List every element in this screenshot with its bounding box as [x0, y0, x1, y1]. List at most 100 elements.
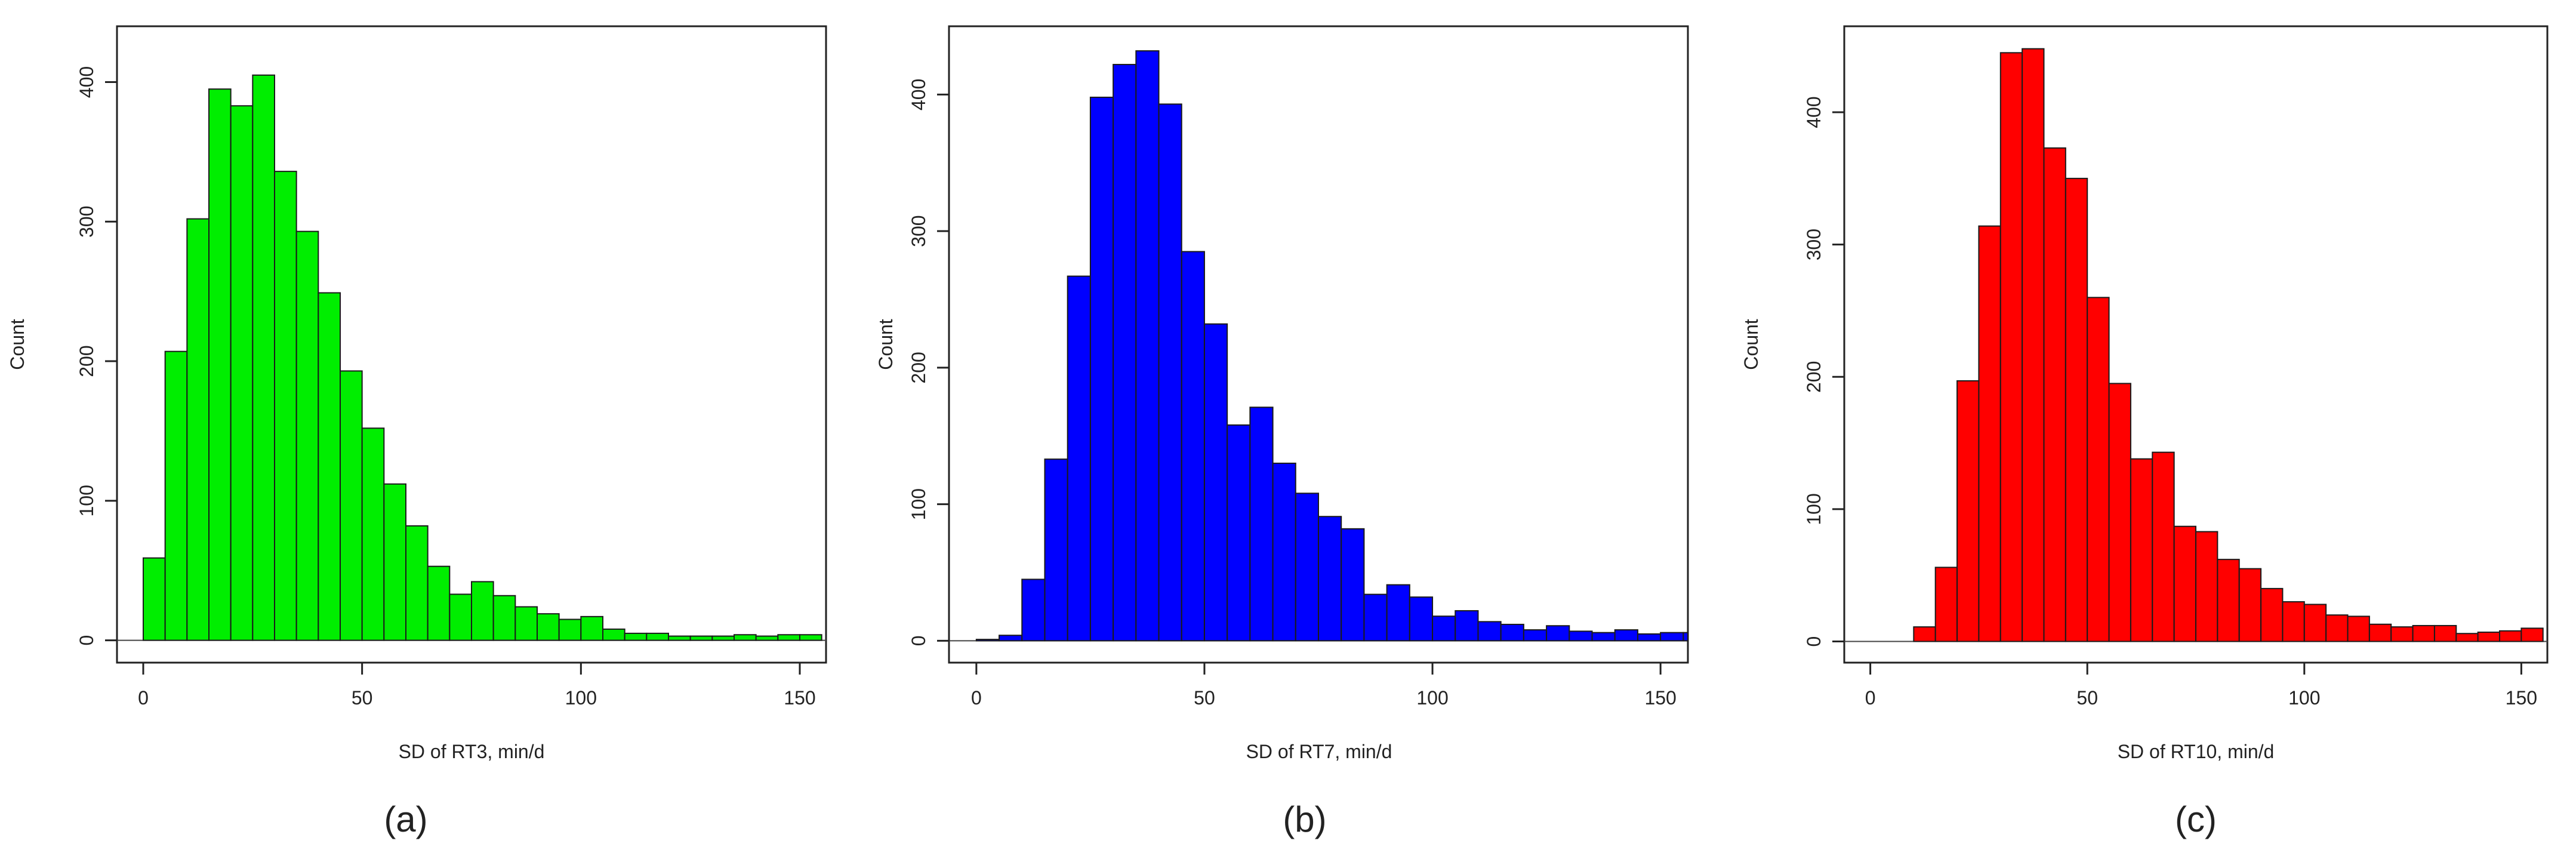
panel-b-bar — [1021, 578, 1046, 642]
panel-c-y-tick-label: 0 — [1803, 636, 1825, 647]
panel-c-bar — [2217, 559, 2240, 642]
panel-a-bar — [755, 635, 779, 641]
panel-b-bar — [1523, 629, 1548, 642]
panel-a-bar — [668, 635, 691, 641]
panel-a-x-tick-label: 50 — [352, 687, 373, 709]
panel-a-bar — [624, 632, 648, 641]
panel-b-bar — [1203, 323, 1228, 642]
panel-b-x-axis-label: SD of RT7, min/d — [1246, 741, 1392, 762]
panel-a-y-tick-label: 200 — [76, 345, 97, 377]
panel-c-x-tick-label: 100 — [2288, 687, 2320, 709]
panel-b-y-tick-label: 100 — [908, 488, 929, 520]
panel-a-bar — [340, 370, 363, 641]
panel-c-x-tick-label: 150 — [2506, 687, 2537, 709]
panel-c-bar — [2065, 177, 2088, 642]
panel-c-bar — [2195, 531, 2218, 642]
panel-b-bar — [1363, 593, 1388, 642]
panel-a-x-tick-label: 100 — [565, 687, 597, 709]
panel-c-bar — [2520, 627, 2544, 642]
panel-b-y-tick-label: 400 — [908, 79, 929, 110]
panel-a-bar — [689, 635, 713, 641]
panel-c-bar — [2130, 458, 2153, 642]
panel-a-y-tick-label: 0 — [76, 635, 97, 646]
panel-b-y-axis-label: Count — [875, 319, 896, 370]
panel-a-bar — [295, 230, 319, 641]
panel-c-bar — [2260, 587, 2284, 642]
panel-a-bar — [252, 74, 276, 641]
panel-b-bar — [1591, 632, 1616, 642]
panel-a-x-axis-label: SD of RT3, min/d — [399, 741, 545, 762]
panel-c-y-axis: 0 100 200 300 400 — [1803, 96, 1845, 647]
panel-a-bar — [492, 595, 516, 641]
panel-a-bar — [274, 171, 297, 641]
panel-a: 0 50 100 150 0 100 200 300 400 Count SD of RT3,… — [7, 25, 827, 839]
panel-a-bar — [558, 618, 582, 641]
panel-a-bar — [646, 632, 670, 641]
panel-b-x-tick-label: 0 — [971, 687, 982, 709]
panel-a-bar — [799, 634, 822, 641]
panel-c-bars — [1844, 48, 2547, 642]
panel-a-bar — [361, 427, 385, 641]
panel-a-bar — [318, 292, 341, 641]
panel-a-y-tick-label: 400 — [76, 66, 97, 98]
panel-a-x-tick-label: 0 — [138, 687, 149, 709]
panel-b-y-tick-label: 200 — [908, 352, 929, 383]
panel-b-bar — [1135, 50, 1160, 642]
panel-c-bar — [1999, 52, 2023, 642]
panel-b-bar — [1546, 625, 1570, 642]
panel-b-bar — [1500, 623, 1524, 642]
panel-b-bar — [1432, 615, 1456, 642]
panel-c-bar — [2347, 615, 2370, 642]
panel-c-bar — [2173, 525, 2197, 642]
panel-b-bar — [1455, 610, 1479, 642]
panel-c-bar — [1956, 380, 1980, 642]
panel-a-bar — [405, 525, 429, 641]
panel-c-x-axis: 0 50 100 150 — [1865, 661, 2537, 709]
panel-c-bar — [2043, 147, 2066, 642]
panel-a-bar — [208, 88, 232, 641]
panel-b-bar — [1477, 621, 1502, 642]
panel-b-bar — [1158, 103, 1182, 642]
panel-a-bar — [537, 613, 560, 641]
panel-b-x-tick-label: 50 — [1194, 687, 1215, 709]
panel-b-bar — [1089, 96, 1114, 642]
panel-b-bar — [1409, 596, 1434, 642]
panel-c-x-axis-label: SD of RT10, min/d — [2118, 741, 2275, 762]
panel-a-bar — [230, 105, 254, 641]
panel-c-bar — [2368, 623, 2392, 642]
panel-c-x-tick-label: 50 — [2076, 687, 2098, 709]
panel-c-bar — [2238, 568, 2262, 642]
panel-c-bar — [2412, 624, 2435, 642]
panel-a-x-axis: 0 50 100 150 — [138, 661, 816, 709]
panel-b-x-tick-label: 100 — [1416, 687, 1448, 709]
panel-b-bar — [1660, 632, 1684, 642]
panel-a-bar — [602, 628, 625, 641]
panel-a-bar — [186, 218, 210, 641]
panel-a-y-axis: 0 100 200 300 400 — [76, 66, 118, 646]
panel-a-y-tick-label: 300 — [76, 206, 97, 238]
panel-b-bar — [1637, 633, 1662, 642]
panel-a-bar — [514, 606, 538, 641]
panel-c-bar — [2087, 297, 2110, 642]
panel-b-bar — [1067, 275, 1091, 642]
panel-a-caption: (a) — [384, 799, 427, 839]
panel-b-bar — [1318, 516, 1342, 642]
panel-c-bar — [2325, 614, 2349, 642]
panel-b: 0 50 100 150 0 100 200 300 400 Count SD of RT7,… — [875, 25, 1689, 839]
panel-b-y-tick-label: 0 — [908, 636, 929, 647]
panel-a-bar — [449, 593, 472, 641]
panel-c-bar — [2022, 48, 2045, 642]
panel-a-bar — [143, 557, 166, 641]
panel-c-bar — [2499, 630, 2522, 642]
panel-b-bar — [1272, 463, 1296, 642]
panel-b-bar — [1181, 251, 1205, 642]
panel-b-x-tick-label: 150 — [1644, 687, 1676, 709]
panel-c-bar — [2455, 633, 2479, 642]
panel-a-y-axis-label: Count — [7, 319, 28, 370]
panel-c-y-tick-label: 300 — [1803, 229, 1825, 260]
panel-a-bar — [580, 615, 603, 641]
panel-a-bar — [777, 634, 801, 641]
panel-b-bar — [1227, 424, 1251, 642]
